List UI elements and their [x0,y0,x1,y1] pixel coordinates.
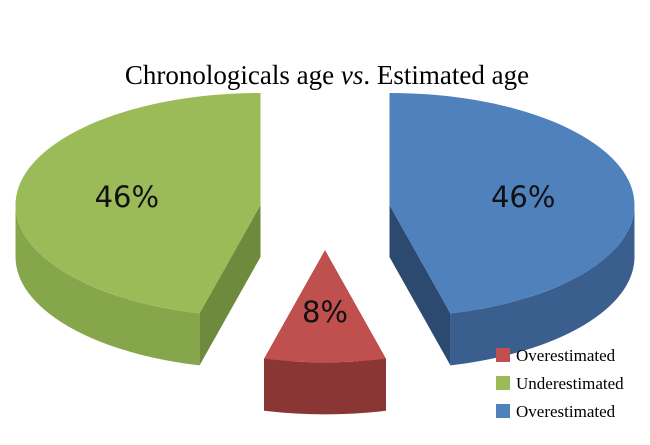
legend-swatch-1 [496,376,510,390]
slice-1-top [264,250,386,363]
slice-1-side [264,358,386,415]
slice-0-top [389,92,635,314]
legend-label-1: Underestimated [516,374,624,393]
legend-label-2: Overestimated [516,402,616,421]
slice-0-label: 46% [491,180,555,214]
chart-title: Chronologicals age vs. Estimated age [125,60,529,90]
slice-0-side [450,204,635,366]
slice-0: 46% [389,92,635,366]
pie-slices: 46% 46% 8% [15,92,635,415]
slice-1-label: 8% [302,295,348,329]
chart-title-prefix: Chronologicals age [125,60,341,90]
slice-2-label: 46% [95,180,159,214]
slice-2-side [15,204,200,366]
legend-item-0: Overestimated [496,346,616,365]
legend: Overestimated Underestimated Overestimated [496,346,624,421]
slice-1: 8% [264,250,386,415]
chart-title-suffix: . Estimated age [363,60,529,90]
slice-2-top [15,92,261,314]
legend-item-2: Overestimated [496,402,616,421]
legend-label-0: Overestimated [516,346,616,365]
legend-swatch-0 [496,348,510,362]
chart-title-italic: vs [341,60,364,90]
legend-swatch-2 [496,404,510,418]
slice-2: 46% [15,92,261,366]
slice-0-wall-end [389,204,451,366]
legend-item-1: Underestimated [496,374,624,393]
slice-2-wall-start [199,204,261,366]
